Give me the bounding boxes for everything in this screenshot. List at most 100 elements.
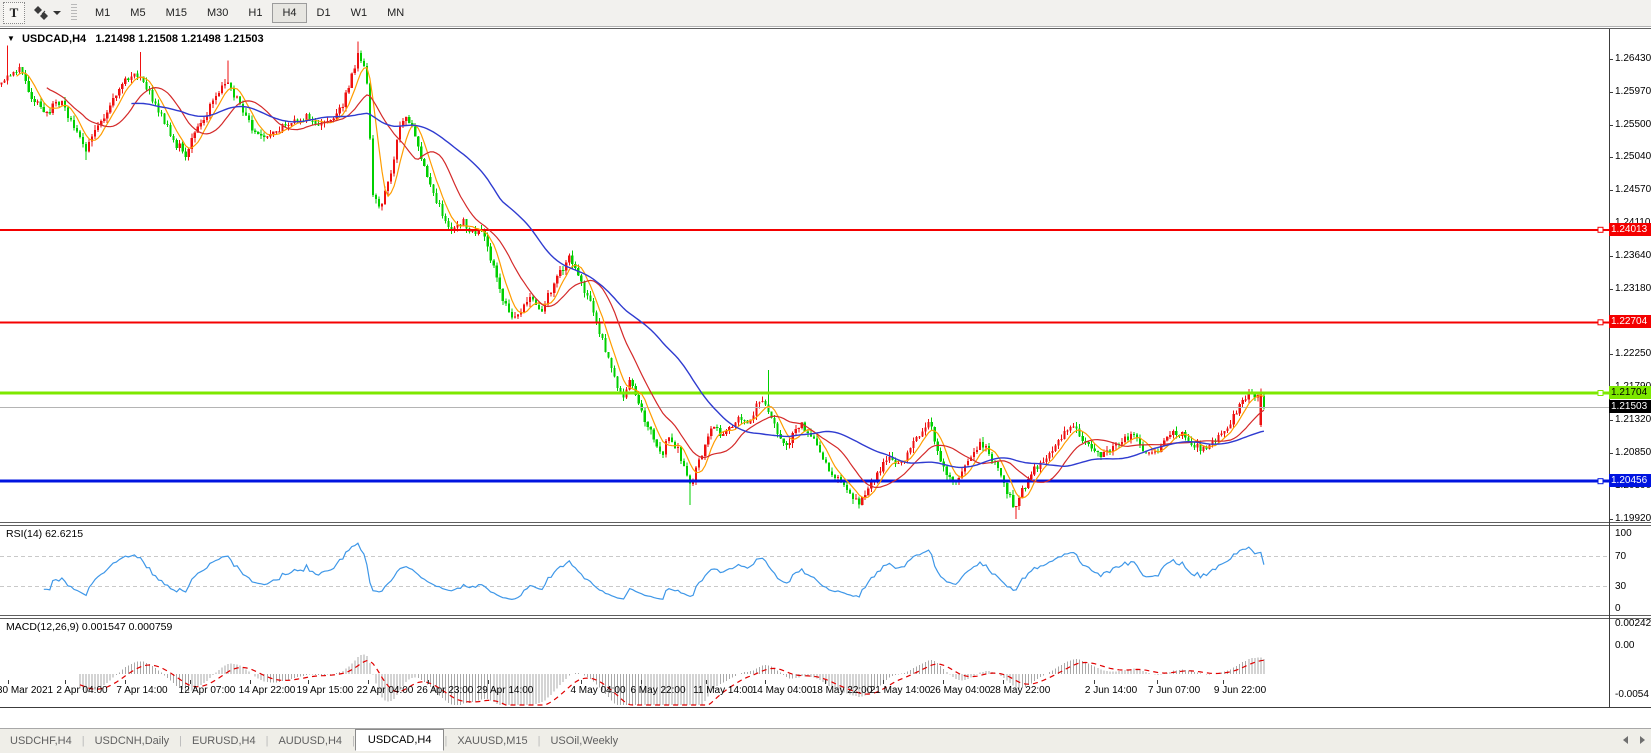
tab-audusd-h4[interactable]: AUDUSD,H4: [278, 735, 343, 747]
timeframe-button-h4[interactable]: H4: [272, 3, 307, 23]
tab-separator: |: [81, 735, 85, 747]
price-tick-label: 1.25040: [1615, 151, 1651, 163]
price-tick-label: 1.21320: [1615, 414, 1651, 426]
timeframe-button-d1[interactable]: D1: [316, 7, 331, 19]
tab-eurusd-h4[interactable]: EURUSD,H4: [192, 735, 256, 747]
rsi-axis-label: 0: [1615, 603, 1621, 614]
tab-separator: |: [444, 735, 448, 747]
time-axis-label: 7 Apr 14:00: [116, 685, 168, 696]
time-tick-mark: [641, 680, 642, 684]
timeframe-button-m15[interactable]: M15: [165, 7, 187, 19]
horizontal-level-line[interactable]: [0, 228, 1609, 231]
timeframe-button-mn[interactable]: MN: [387, 7, 405, 19]
price-tick-mark: [1609, 453, 1613, 455]
price-tag-level[interactable]: 1.22704: [1609, 315, 1651, 329]
time-axis-label: 7 Jun 07:00: [1147, 685, 1201, 696]
timeframe-button-m1[interactable]: M1: [95, 7, 111, 19]
price-tick-label: 1.19920: [1615, 513, 1651, 525]
tabs-container: USDCHF,H4 | USDCNH,Daily | EURUSD,H4 | AUDUSD,…: [0, 729, 628, 751]
price-tick-label: 1.25500: [1615, 118, 1651, 130]
timeframe-button-m5[interactable]: M5: [130, 7, 146, 19]
time-axis-label: 11 May 14:00: [693, 685, 753, 696]
horizontal-level-line[interactable]: [0, 321, 1609, 324]
timeframe-button-h1[interactable]: H1: [248, 7, 263, 19]
time-axis-label: 26 May 04:00: [929, 685, 991, 696]
arrows-tool-icon[interactable]: [33, 3, 61, 23]
tab-xauusd-m15[interactable]: XAUUSD,M15: [457, 735, 528, 747]
time-tick-mark: [1094, 680, 1095, 684]
collapse-triangle-icon[interactable]: ▼: [7, 34, 15, 43]
time-tick-mark: [428, 680, 429, 684]
time-tick-mark: [65, 680, 66, 684]
macd-axis-label: -0.0054: [1615, 688, 1649, 700]
time-tick-mark: [488, 680, 489, 684]
timeframe-button-group: M1 M5 M15 M30 H1 H4 D1 W1 MN: [85, 3, 414, 23]
up-candle-bodies: [0, 53, 1262, 508]
time-tick-mark: [825, 680, 826, 684]
time-tick-mark: [190, 680, 191, 684]
pane-separator[interactable]: [0, 615, 1651, 619]
price-tag-level[interactable]: 1.20456: [1609, 474, 1651, 488]
up-candle-wicks: [1, 41, 1262, 520]
text-tool-button[interactable]: T: [3, 2, 25, 24]
rsi-axis-label: 70: [1615, 550, 1627, 562]
time-tick-mark: [308, 680, 309, 684]
moving-average-line[interactable]: [16, 66, 1265, 499]
moving-average-line[interactable]: [46, 86, 1265, 489]
time-tick-mark: [765, 680, 766, 684]
time-tick-mark: [706, 680, 707, 684]
rsi-pane-canvas[interactable]: [0, 526, 1651, 615]
timeframe-button-w1[interactable]: W1: [350, 7, 368, 19]
time-axis-label: 28 May 22:00: [989, 685, 1051, 696]
macd-axis-label: 0.002429: [1615, 618, 1651, 629]
horizontal-level-line[interactable]: [0, 479, 1609, 483]
tab-separator: |: [352, 735, 355, 747]
scroll-left-icon[interactable]: [1623, 736, 1628, 744]
down-candle-bodies: [9, 53, 1265, 507]
tab-usdcnh-daily[interactable]: USDCNH,Daily: [94, 735, 170, 747]
time-tick-mark: [943, 680, 944, 684]
time-axis-line: [0, 707, 1651, 708]
price-tag-current: 1.21503: [1609, 400, 1651, 414]
tab-usoil-weekly[interactable]: USOil,Weekly: [550, 735, 619, 747]
tab-usdchf-h4[interactable]: USDCHF,H4: [10, 735, 72, 747]
timeframe-button-m30[interactable]: M30: [206, 7, 229, 19]
time-axis-label: 9 Jun 22:00: [1213, 685, 1267, 696]
main-chart-canvas[interactable]: [0, 29, 1651, 522]
price-tick-mark: [1609, 256, 1613, 258]
line-handle[interactable]: [1597, 226, 1604, 233]
time-tick-mark: [581, 680, 582, 684]
price-tick-mark: [1609, 190, 1613, 192]
moving-average-line[interactable]: [131, 102, 1265, 469]
macd-pane-canvas[interactable]: [0, 619, 1651, 707]
time-axis-label: 19 Apr 15:00: [296, 685, 354, 696]
line-handle[interactable]: [1597, 390, 1604, 396]
horizontal-level-line[interactable]: [0, 391, 1609, 395]
price-axis-line: [1609, 29, 1610, 708]
price-tick-mark: [1609, 124, 1613, 126]
time-axis-label: 26 Apr 23:00: [416, 685, 474, 696]
time-axis-label: 22 Apr 04:00: [356, 685, 414, 696]
price-tick-label: 1.24110: [1615, 217, 1650, 228]
price-tag-level[interactable]: 1.24013: [1609, 222, 1651, 236]
tab-usdcad-h4[interactable]: USDCAD,H4: [354, 729, 445, 751]
time-axis-label: 29 Apr 14:00: [476, 685, 534, 696]
pane-separator[interactable]: [0, 522, 1651, 526]
price-tag-level[interactable]: 1.21704: [1609, 385, 1651, 399]
time-axis-label: 2 Apr 04:00: [56, 685, 108, 696]
time-tick-mark: [1223, 680, 1224, 684]
chart-title: ▼ USDCAD,H4 1.21498 1.21508 1.21498 1.21…: [7, 33, 264, 45]
time-tick-mark: [1157, 680, 1158, 684]
line-handle[interactable]: [1597, 319, 1604, 326]
line-handle[interactable]: [1597, 478, 1604, 485]
tab-separator: |: [179, 735, 183, 747]
down-candle-wicks: [10, 50, 1265, 509]
price-tick-label: 1.23180: [1615, 282, 1651, 294]
scroll-right-icon[interactable]: [1640, 736, 1645, 744]
chevron-down-icon: [53, 11, 61, 15]
macd-signal-line: [79, 659, 1264, 706]
tab-separator: |: [537, 735, 541, 747]
price-tick-label: 1.26430: [1615, 53, 1651, 64]
price-tick-label: 1.25970: [1615, 85, 1651, 97]
macd-axis-label: 0.00: [1615, 640, 1635, 651]
